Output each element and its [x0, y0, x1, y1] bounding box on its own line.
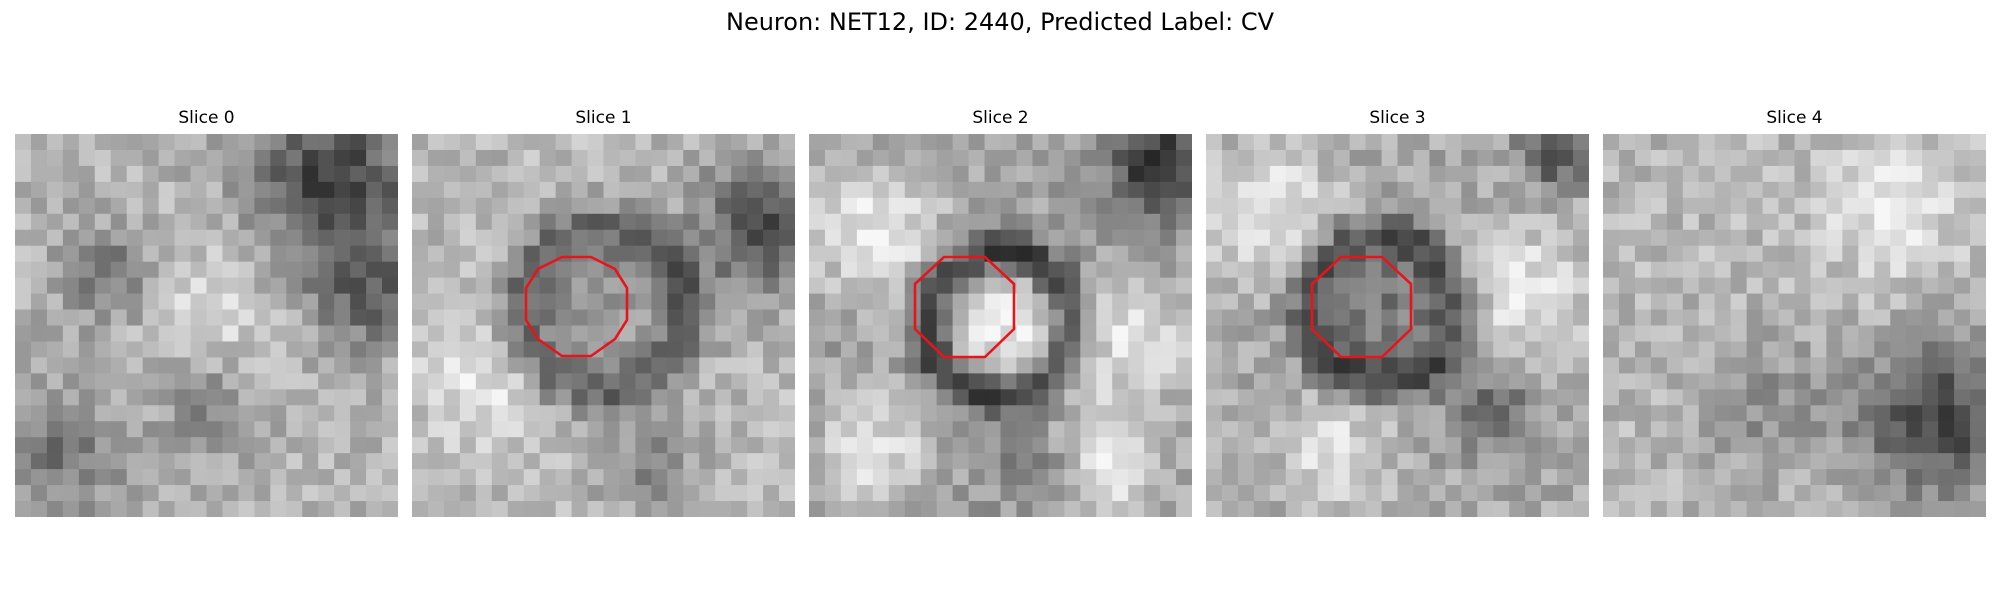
roi-outline-1 [524, 255, 629, 358]
slice-image-1 [412, 134, 795, 517]
slice-pixels-0 [15, 134, 398, 517]
slice-panel-0: Slice 0 [15, 108, 398, 520]
slice-panel-3: Slice 3 [1206, 108, 1589, 520]
slice-panel-1: Slice 1 [412, 108, 795, 520]
slice-pixels-2 [809, 134, 1192, 517]
slice-title-0: Slice 0 [178, 108, 235, 128]
slice-title-3: Slice 3 [1369, 108, 1426, 128]
slice-title-4: Slice 4 [1766, 108, 1823, 128]
slice-pixels-4 [1603, 134, 1986, 517]
slice-title-2: Slice 2 [972, 108, 1029, 128]
slice-image-4 [1603, 134, 1986, 517]
slice-panel-2: Slice 2 [809, 108, 1192, 520]
slice-title-1: Slice 1 [575, 108, 632, 128]
slice-pixels-1 [412, 134, 795, 517]
figure-title: Neuron: NET12, ID: 2440, Predicted Label… [726, 8, 1274, 36]
slice-pixels-3 [1206, 134, 1589, 517]
slice-panel-4: Slice 4 [1603, 108, 1986, 520]
roi-outline-3 [1310, 255, 1413, 359]
roi-outline-2 [913, 255, 1016, 359]
slice-image-0 [15, 134, 398, 517]
slice-image-2 [809, 134, 1192, 517]
slice-image-3 [1206, 134, 1589, 517]
